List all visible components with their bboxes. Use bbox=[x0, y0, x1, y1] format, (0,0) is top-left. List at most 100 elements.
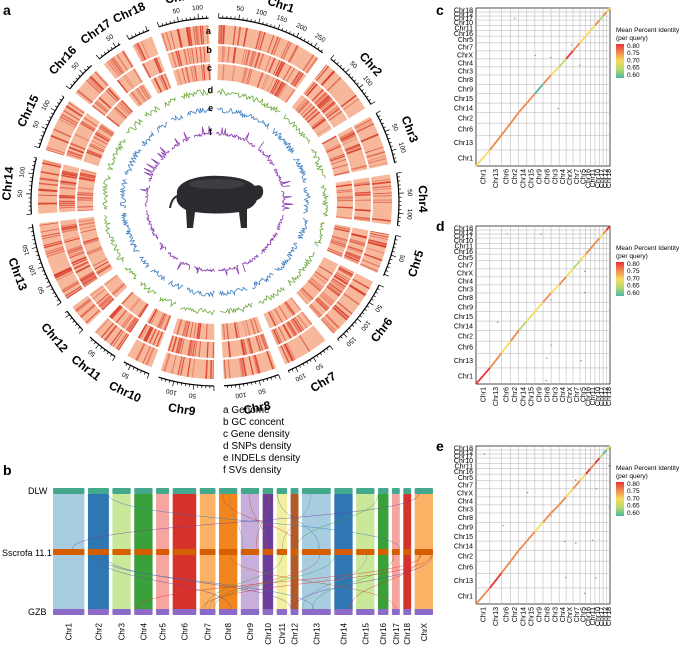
synteny-link bbox=[349, 554, 420, 610]
heat-band bbox=[326, 76, 342, 92]
scale-tick bbox=[40, 135, 44, 137]
alignment-dot bbox=[592, 539, 594, 542]
heat-band bbox=[86, 149, 103, 157]
heat-band bbox=[95, 131, 111, 141]
heat-band bbox=[59, 204, 76, 207]
ref-segment bbox=[262, 549, 274, 555]
heat-band bbox=[212, 359, 215, 379]
heat-band bbox=[245, 49, 251, 66]
y-tick-label: Chr13 bbox=[454, 578, 473, 585]
x-tick-label: Chr4 bbox=[560, 387, 567, 402]
ref-segment bbox=[112, 549, 131, 555]
alignment-dot bbox=[584, 270, 586, 273]
scale-tick bbox=[52, 292, 55, 294]
heat-band bbox=[208, 64, 211, 81]
scale-tick bbox=[34, 145, 40, 149]
y-tick-label: Chr15 bbox=[454, 314, 473, 321]
scale-tick-label: 50 bbox=[32, 120, 41, 130]
scale-tick bbox=[395, 239, 398, 241]
gzb-segment bbox=[240, 609, 260, 615]
y-tick-label: Chr8 bbox=[458, 515, 473, 522]
heat-band bbox=[171, 336, 178, 353]
alignment-segment bbox=[475, 367, 491, 385]
track-letter: f bbox=[209, 127, 213, 137]
heat-band bbox=[115, 309, 127, 324]
y-tick-label: Chr17 bbox=[454, 454, 473, 461]
heat-band bbox=[190, 66, 194, 82]
heat-band bbox=[39, 177, 59, 182]
x-tick-label: Chr3 bbox=[553, 387, 560, 402]
chromosome-label: Chr12 bbox=[38, 320, 71, 355]
heat-band bbox=[278, 326, 287, 342]
genome-track bbox=[127, 339, 159, 368]
scale-tick bbox=[326, 348, 329, 351]
legend-tick-label: 0.80 bbox=[627, 43, 640, 50]
y-tick-label: Chr10 bbox=[454, 458, 473, 465]
synteny-link bbox=[95, 554, 232, 610]
chromosome-label: Chr16 bbox=[46, 43, 80, 78]
scale-tick bbox=[376, 110, 381, 114]
heat-band bbox=[86, 246, 102, 254]
heat-band bbox=[142, 63, 152, 79]
alignment-dot bbox=[583, 291, 586, 294]
heat-band bbox=[205, 323, 208, 340]
scale-tick bbox=[37, 142, 41, 145]
ref-segment bbox=[199, 549, 216, 555]
synteny-row-label: GZB bbox=[28, 607, 47, 617]
scale-tick bbox=[50, 107, 56, 112]
heat-band bbox=[314, 64, 327, 80]
gzb-segment bbox=[87, 609, 109, 615]
synteny-link bbox=[72, 493, 420, 550]
sv-density-line bbox=[261, 232, 279, 255]
heat-band bbox=[59, 207, 76, 209]
alignment-dot bbox=[575, 479, 577, 481]
heat-band bbox=[112, 283, 126, 296]
scale-tick bbox=[86, 65, 90, 69]
heat-band bbox=[337, 268, 353, 278]
heat-band bbox=[372, 201, 392, 204]
heat-band bbox=[153, 77, 163, 93]
heat-band bbox=[369, 234, 389, 241]
heat-band bbox=[236, 321, 240, 338]
heat-band bbox=[80, 169, 97, 175]
scale-tick-label: 200 bbox=[295, 22, 308, 33]
gc-track bbox=[60, 218, 98, 288]
heat-band bbox=[333, 171, 350, 176]
heat-band bbox=[333, 274, 349, 285]
gzb-segment bbox=[356, 609, 375, 615]
heat-band bbox=[270, 310, 279, 326]
scale-tick bbox=[136, 368, 139, 372]
sv-density-line bbox=[276, 214, 284, 230]
heat-band bbox=[202, 64, 206, 81]
heat-band bbox=[201, 25, 205, 45]
genome-track bbox=[359, 230, 390, 273]
indel-density-line bbox=[272, 128, 295, 154]
heat-band bbox=[297, 314, 308, 329]
heat-band bbox=[302, 105, 316, 118]
chromosome-label: Chr13 bbox=[5, 256, 30, 293]
heat-band bbox=[316, 297, 330, 310]
ref-segment bbox=[301, 549, 331, 555]
gene-track bbox=[128, 83, 153, 108]
heat-band bbox=[332, 164, 348, 170]
scale-tick-label: 50 bbox=[17, 189, 24, 197]
scale-tick-label: 150 bbox=[22, 243, 32, 256]
gzb-segment bbox=[199, 609, 216, 615]
scale-tick bbox=[323, 350, 326, 353]
heat-band bbox=[175, 50, 181, 67]
heat-band bbox=[110, 329, 123, 346]
heat-band bbox=[313, 119, 327, 130]
heat-band bbox=[92, 258, 108, 267]
heat-band bbox=[65, 105, 83, 118]
heat-band bbox=[223, 359, 227, 379]
heat-band bbox=[185, 321, 191, 338]
x-tick-label: Chr5 bbox=[580, 607, 587, 622]
snp-density-line bbox=[283, 114, 310, 144]
heat-band bbox=[226, 46, 230, 63]
scale-tick bbox=[239, 384, 241, 390]
sv-density-line bbox=[143, 158, 160, 182]
dlw-segment bbox=[301, 488, 331, 494]
heat-band bbox=[319, 294, 333, 306]
indel-density-line bbox=[139, 256, 150, 269]
heat-band bbox=[227, 359, 231, 379]
